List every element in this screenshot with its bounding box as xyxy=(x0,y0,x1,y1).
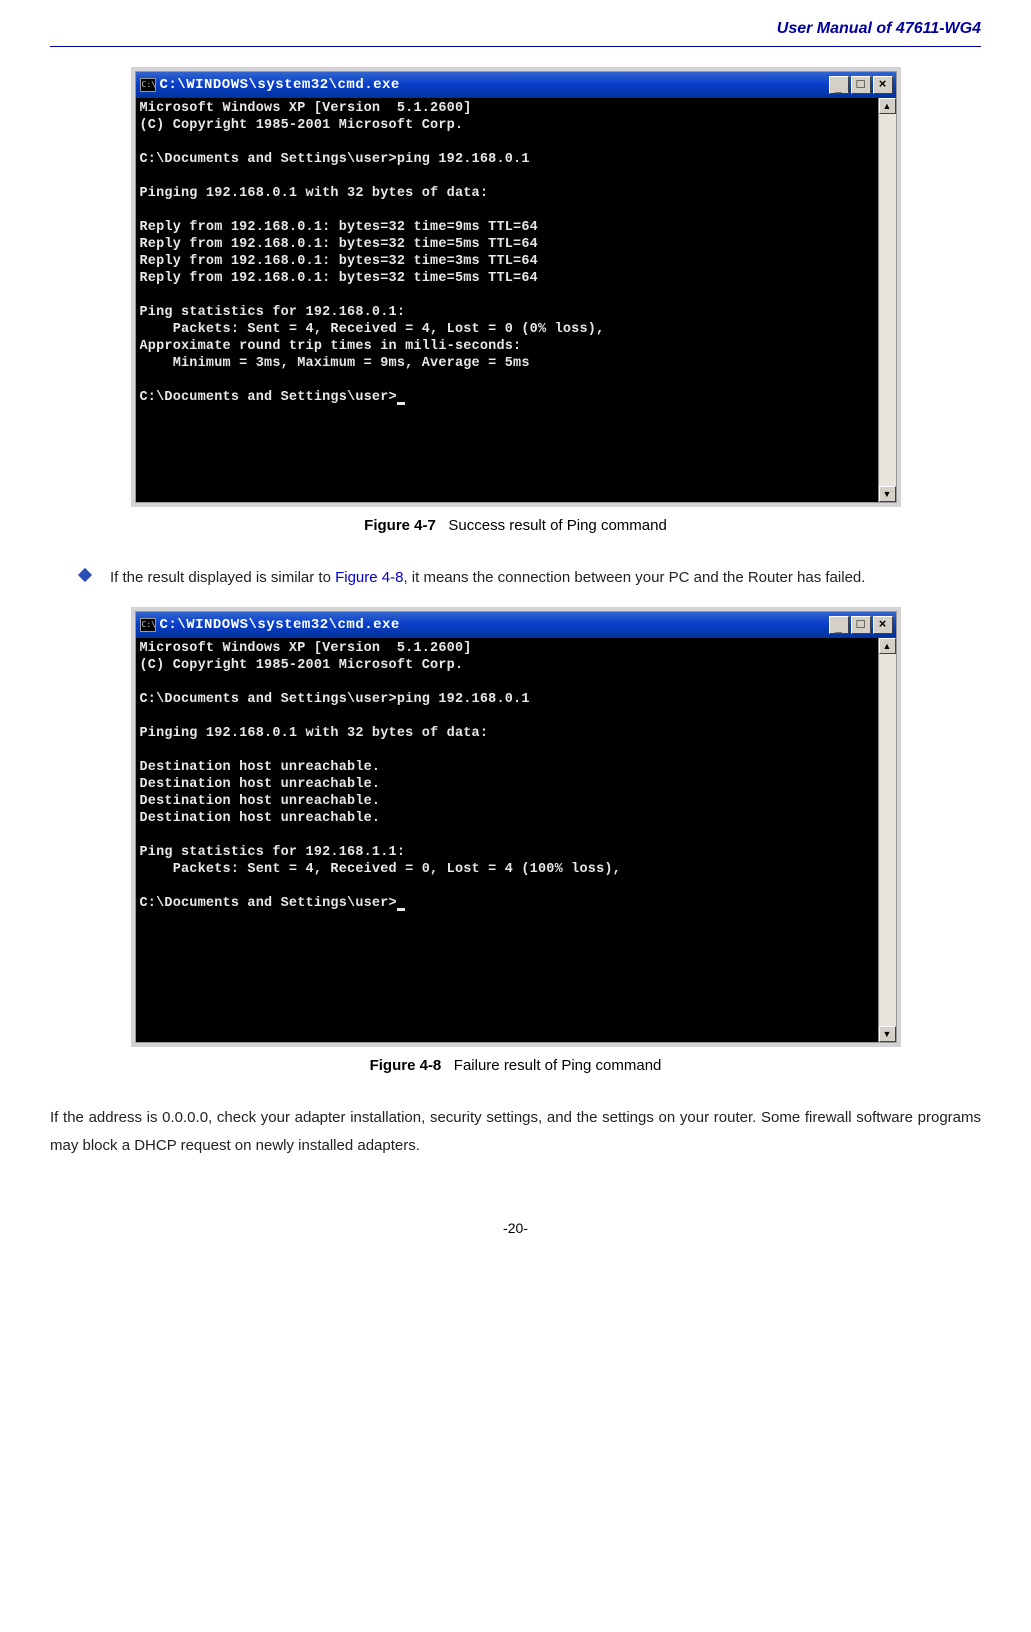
cmd-inner: C:\ C:\WINDOWS\system32\cmd.exe _ □ × Mi… xyxy=(135,611,897,1043)
window-buttons: _ □ × xyxy=(829,616,893,634)
figure1-caption: Figure 4-7 Success result of Ping comman… xyxy=(50,517,981,534)
close-button[interactable]: × xyxy=(873,616,893,634)
window-title: C:\WINDOWS\system32\cmd.exe xyxy=(160,77,400,93)
scroll-up-button[interactable]: ▲ xyxy=(879,98,896,114)
scroll-track[interactable] xyxy=(879,114,896,486)
scrollbar[interactable]: ▲ ▼ xyxy=(878,638,896,1042)
titlebar: C:\ C:\WINDOWS\system32\cmd.exe _ □ × xyxy=(136,612,896,638)
figure2-label: Figure 4-8 xyxy=(370,1057,442,1074)
window-buttons: _ □ × xyxy=(829,76,893,94)
bullet-after: , it means the connection between your P… xyxy=(403,569,865,586)
console-output: Microsoft Windows XP [Version 5.1.2600] … xyxy=(136,98,878,502)
figure2-caption-text: Failure result of Ping command xyxy=(454,1057,662,1074)
console-wrap: Microsoft Windows XP [Version 5.1.2600] … xyxy=(136,98,896,502)
scroll-down-button[interactable]: ▼ xyxy=(879,1026,896,1042)
body-paragraph: If the address is 0.0.0.0, check your ad… xyxy=(50,1104,981,1160)
page-header: User Manual of 47611-WG4 xyxy=(50,20,981,47)
close-button[interactable]: × xyxy=(873,76,893,94)
cmd-icon: C:\ xyxy=(140,618,156,632)
bullet-item: If the result displayed is similar to Fi… xyxy=(80,564,951,592)
cmd-inner: C:\ C:\WINDOWS\system32\cmd.exe _ □ × Mi… xyxy=(135,71,897,503)
minimize-button[interactable]: _ xyxy=(829,616,849,634)
page-container: User Manual of 47611-WG4 C:\ C:\WINDOWS\… xyxy=(0,0,1031,1276)
scroll-track[interactable] xyxy=(879,654,896,1026)
cmd-window-success: C:\ C:\WINDOWS\system32\cmd.exe _ □ × Mi… xyxy=(131,67,901,507)
titlebar: C:\ C:\WINDOWS\system32\cmd.exe _ □ × xyxy=(136,72,896,98)
bullet-before: If the result displayed is similar to xyxy=(110,569,335,586)
maximize-button[interactable]: □ xyxy=(851,76,871,94)
console-wrap: Microsoft Windows XP [Version 5.1.2600] … xyxy=(136,638,896,1042)
window-title: C:\WINDOWS\system32\cmd.exe xyxy=(160,617,400,633)
bullet-icon xyxy=(78,568,92,582)
titlebar-left: C:\ C:\WINDOWS\system32\cmd.exe xyxy=(140,77,400,93)
bullet-text: If the result displayed is similar to Fi… xyxy=(110,564,865,592)
minimize-button[interactable]: _ xyxy=(829,76,849,94)
scroll-up-button[interactable]: ▲ xyxy=(879,638,896,654)
titlebar-left: C:\ C:\WINDOWS\system32\cmd.exe xyxy=(140,617,400,633)
figure1-caption-text: Success result of Ping command xyxy=(448,517,666,534)
cmd-icon: C:\ xyxy=(140,78,156,92)
figure-reference: Figure 4-8 xyxy=(335,569,403,586)
figure2-caption: Figure 4-8 Failure result of Ping comman… xyxy=(50,1057,981,1074)
maximize-button[interactable]: □ xyxy=(851,616,871,634)
scroll-down-button[interactable]: ▼ xyxy=(879,486,896,502)
page-number: -20- xyxy=(50,1220,981,1236)
figure1-label: Figure 4-7 xyxy=(364,517,436,534)
scrollbar[interactable]: ▲ ▼ xyxy=(878,98,896,502)
cmd-window-failure: C:\ C:\WINDOWS\system32\cmd.exe _ □ × Mi… xyxy=(131,607,901,1047)
console-output: Microsoft Windows XP [Version 5.1.2600] … xyxy=(136,638,878,1042)
